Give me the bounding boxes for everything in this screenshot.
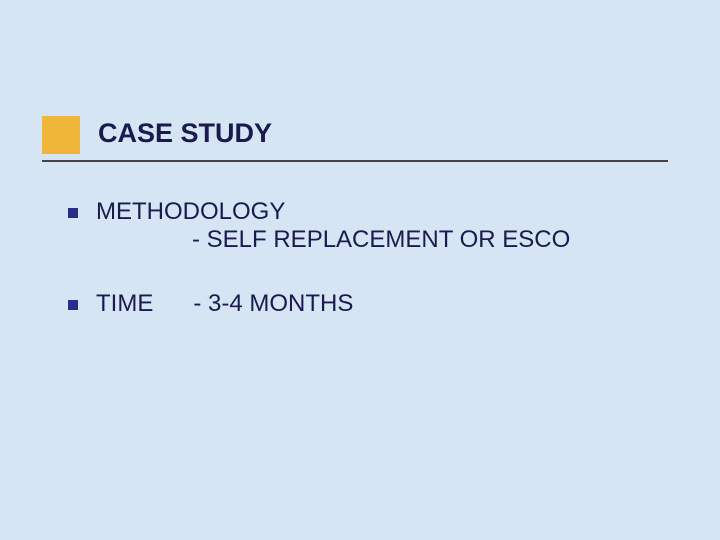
bullet-text-block: METHODOLOGY - SELF REPLACEMENT OR ESCO [96, 198, 570, 254]
slide-title: CASE STUDY [98, 118, 272, 149]
list-item: METHODOLOGY - SELF REPLACEMENT OR ESCO [68, 198, 570, 254]
square-bullet-icon [68, 300, 78, 310]
slide-title-area: CASE STUDY [98, 118, 272, 149]
bullet-text-block: TIME - 3-4 MONTHS [96, 290, 353, 318]
square-bullet-icon [68, 208, 78, 218]
bullet-subline: - SELF REPLACEMENT OR ESCO [192, 226, 570, 254]
title-underline [42, 160, 668, 162]
bullet-line: TIME - 3-4 MONTHS [96, 290, 353, 318]
slide-body: METHODOLOGY - SELF REPLACEMENT OR ESCO T… [68, 198, 570, 326]
bullet-line: METHODOLOGY [96, 198, 570, 226]
list-item: TIME - 3-4 MONTHS [68, 290, 570, 318]
spacer [68, 262, 570, 290]
accent-square [42, 116, 80, 154]
